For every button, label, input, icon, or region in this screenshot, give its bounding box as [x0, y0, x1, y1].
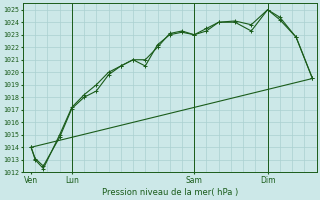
X-axis label: Pression niveau de la mer( hPa ): Pression niveau de la mer( hPa ): [102, 188, 238, 197]
